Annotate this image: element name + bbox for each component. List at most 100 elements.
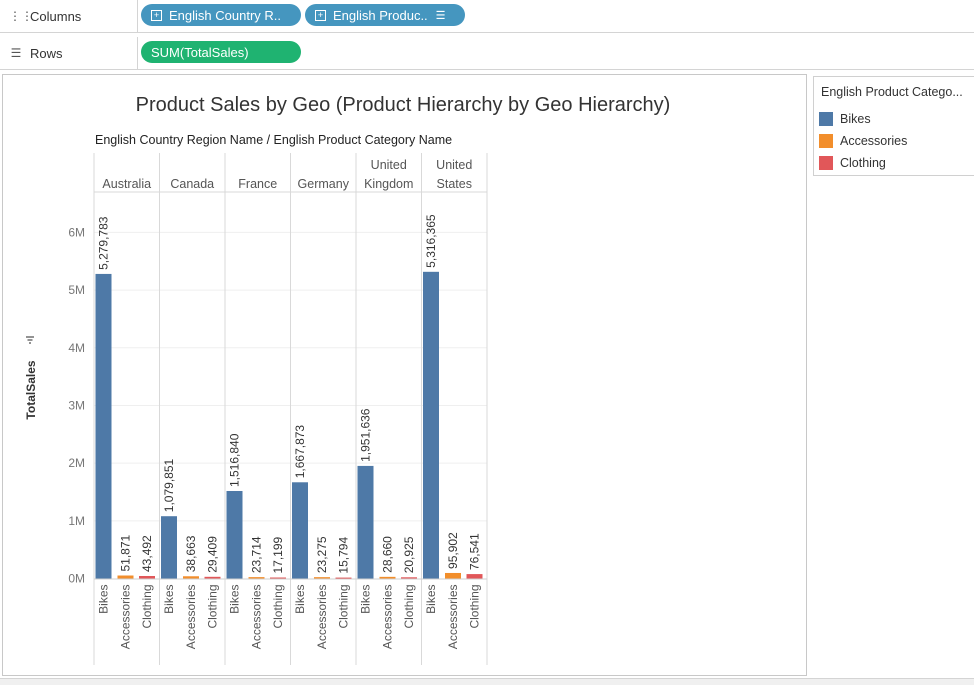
country-headers: Australia Canada France Germany United Kingdo…: [102, 158, 472, 191]
category-label: Clothing: [468, 585, 482, 629]
bar-clothing[interactable]: [335, 577, 352, 579]
expand-plus-icon: +: [151, 9, 162, 21]
legend-label-accessories: Accessories: [840, 134, 908, 148]
bar-value-label: 95,902: [446, 532, 460, 569]
y-tick-label: 6M: [68, 225, 85, 239]
bar-accessories[interactable]: [183, 576, 199, 579]
bar-bikes[interactable]: [226, 490, 243, 579]
product-category-pill[interactable]: + English Produc.. ☰: [305, 4, 465, 26]
legend-title: English Product Catego...: [821, 85, 963, 99]
bar-clothing[interactable]: [204, 576, 221, 579]
category-label: Accessories: [315, 585, 329, 650]
category-label: Clothing: [140, 585, 154, 629]
bar-value-label: 51,871: [119, 534, 133, 571]
bar-bikes[interactable]: [423, 271, 439, 579]
bar-accessories[interactable]: [117, 575, 134, 579]
y-axis: 0M 1M 2M 3M 4M 5M 6M TotalSales: [24, 225, 85, 585]
bar-bikes[interactable]: [161, 516, 177, 579]
expand-plus-icon: +: [315, 9, 326, 21]
category-label: Accessories: [381, 585, 395, 650]
category-label: Bikes: [424, 585, 438, 614]
product-category-pill-text: English Produc..: [333, 7, 428, 23]
y-tick-label: 4M: [68, 341, 85, 355]
category-label: Accessories: [250, 585, 264, 650]
bar-value-label: 20,925: [402, 536, 416, 573]
category-label: Clothing: [206, 585, 220, 629]
country-header: United: [436, 158, 472, 172]
country-header: States: [437, 177, 472, 191]
category-label: Bikes: [293, 585, 307, 614]
bar-bikes[interactable]: [292, 482, 308, 579]
y-tick-label: 1M: [68, 514, 85, 528]
sort-icon: [26, 336, 34, 344]
rows-icon: ☰: [10, 46, 22, 60]
country-region-pill-text: English Country R..: [169, 7, 281, 23]
bar-value-label: 43,492: [140, 535, 154, 572]
bar-value-label: 15,794: [337, 537, 351, 574]
bar-bikes[interactable]: [95, 273, 112, 579]
bar-accessories[interactable]: [248, 577, 265, 579]
category-label: Clothing: [271, 585, 285, 629]
bar-value-label: 29,409: [206, 536, 220, 573]
data-labels: 5,279,783 51,871 43,492 1,079,851 38,663 29,4…: [97, 214, 482, 573]
bar-value-label: 38,663: [184, 535, 198, 572]
category-label: Accessories: [119, 585, 133, 650]
columns-shelf-label: ⋮⋮ Columns: [0, 0, 138, 32]
country-header: United: [371, 158, 407, 172]
status-bar: [0, 678, 974, 685]
country-header: Germany: [298, 177, 350, 191]
legend-item-accessories[interactable]: Accessories: [819, 133, 907, 149]
bar-bikes[interactable]: [357, 465, 374, 579]
y-tick-label: 0M: [68, 572, 85, 586]
category-label: Bikes: [359, 585, 373, 614]
columns-label-text: Columns: [30, 8, 82, 24]
category-label: Bikes: [162, 585, 176, 614]
bar-value-label: 5,316,365: [424, 214, 438, 268]
chart-pane: Product Sales by Geo (Product Hierarchy …: [2, 74, 807, 676]
bars: [95, 271, 483, 579]
y-tick-label: 3M: [68, 398, 85, 412]
bar-value-label: 23,714: [250, 536, 264, 573]
category-label: Accessories: [446, 585, 460, 650]
bar-clothing[interactable]: [466, 574, 483, 579]
y-axis-title: TotalSales: [24, 360, 38, 419]
bar-value-label: 1,951,636: [359, 408, 373, 462]
legend-item-clothing[interactable]: Clothing: [819, 155, 886, 171]
column-header-label: English Country Region Name / English Pr…: [95, 133, 452, 147]
category-label: Clothing: [402, 585, 416, 629]
panel-dividers: [93, 153, 488, 665]
legend-label-bikes: Bikes: [840, 112, 871, 126]
country-region-pill[interactable]: + English Country R..: [141, 4, 301, 26]
bar-clothing[interactable]: [401, 577, 417, 579]
legend-swatch-accessories: [819, 134, 833, 148]
category-label: Accessories: [184, 585, 198, 650]
bar-value-label: 1,667,873: [293, 425, 307, 479]
rows-shelf-label: ☰ Rows: [0, 37, 138, 69]
legend-item-bikes[interactable]: Bikes: [819, 111, 871, 127]
country-header: Canada: [170, 177, 214, 191]
bar-value-label: 5,279,783: [97, 216, 111, 270]
category-label: Clothing: [337, 585, 351, 629]
bar-value-label: 23,275: [315, 536, 329, 573]
bar-clothing[interactable]: [139, 575, 155, 579]
y-tick-label: 5M: [68, 283, 85, 297]
bar-chart: Product Sales by Geo (Product Hierarchy …: [24, 94, 670, 665]
country-header: Kingdom: [364, 177, 413, 191]
country-header: France: [238, 177, 277, 191]
bar-accessories[interactable]: [379, 576, 396, 579]
total-sales-pill[interactable]: SUM(TotalSales): [141, 41, 301, 63]
category-label: Bikes: [228, 585, 242, 614]
bar-accessories[interactable]: [445, 572, 461, 579]
bar-accessories[interactable]: [314, 577, 330, 579]
columns-icon: ⋮⋮: [9, 9, 33, 23]
legend-swatch-clothing: [819, 156, 833, 170]
rows-shelf: ☰ Rows SUM(TotalSales): [0, 37, 974, 70]
columns-shelf: ⋮⋮ Columns + English Country R.. + Engli…: [0, 0, 974, 33]
category-labels: Bikes Accessories Clothing Bikes Accessories…: [97, 585, 482, 650]
total-sales-pill-text: SUM(TotalSales): [151, 44, 249, 60]
bar-value-label: 17,199: [271, 536, 285, 573]
bar-value-label: 28,660: [381, 536, 395, 573]
bar-value-label: 76,541: [468, 533, 482, 570]
bar-clothing[interactable]: [270, 577, 286, 579]
rows-label-text: Rows: [30, 45, 63, 61]
